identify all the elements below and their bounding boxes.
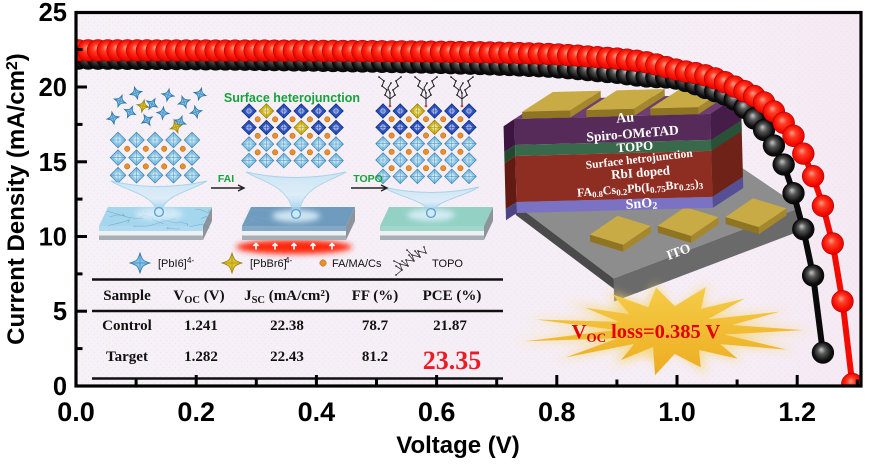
svg-text:23.35: 23.35 <box>423 346 482 375</box>
svg-text:TOPO: TOPO <box>432 258 463 270</box>
svg-text:1.282: 1.282 <box>184 349 218 365</box>
svg-text:4-: 4- <box>187 256 194 265</box>
svg-text:0: 0 <box>53 373 67 401</box>
svg-text:0.2: 0.2 <box>177 397 215 427</box>
svg-text:TOPO: TOPO <box>353 173 383 185</box>
svg-text:RbI doped: RbI doped <box>611 162 672 182</box>
svg-text:20: 20 <box>39 74 67 102</box>
svg-text:FAI: FAI <box>218 173 234 185</box>
svg-text:Surface heterojunction: Surface heterojunction <box>224 91 360 105</box>
svg-text:Spiro-OMeTAD: Spiro-OMeTAD <box>586 122 680 144</box>
svg-text:Au: Au <box>616 110 635 126</box>
svg-text:FA/MA/Cs: FA/MA/Cs <box>332 258 382 270</box>
svg-text:SnO2: SnO2 <box>625 196 658 214</box>
svg-text:5: 5 <box>53 298 67 326</box>
svg-text:78.7: 78.7 <box>362 318 389 334</box>
svg-text:0.0: 0.0 <box>57 397 95 427</box>
svg-text:JSC (mA/cm²): JSC (mA/cm²) <box>244 288 330 306</box>
svg-text:1.241: 1.241 <box>184 318 218 334</box>
svg-text:Target: Target <box>106 349 148 365</box>
svg-text:0.6: 0.6 <box>418 397 456 427</box>
svg-text:22.43: 22.43 <box>270 349 304 365</box>
svg-text:0.4: 0.4 <box>298 397 336 427</box>
svg-text:81.2: 81.2 <box>362 349 388 365</box>
svg-text:4-: 4- <box>285 256 292 265</box>
svg-text:PCE (%): PCE (%) <box>423 288 482 304</box>
svg-text:[PbI6]: [PbI6] <box>158 258 187 270</box>
svg-text:Current Density (mA/cm2): Current Density (mA/cm2) <box>3 53 30 345</box>
svg-text:10: 10 <box>39 224 67 252</box>
svg-text:25: 25 <box>39 0 67 27</box>
svg-text:FF (%): FF (%) <box>352 288 399 304</box>
svg-text:15: 15 <box>39 149 67 177</box>
svg-text:Sample: Sample <box>103 288 151 304</box>
svg-text:1.2: 1.2 <box>778 397 816 427</box>
svg-text:[PbBr6]: [PbBr6] <box>250 258 287 270</box>
svg-text:21.87: 21.87 <box>433 318 467 334</box>
svg-text:TOPO: TOPO <box>616 137 654 155</box>
svg-text:1.0: 1.0 <box>658 397 696 427</box>
svg-text:0.8: 0.8 <box>538 397 576 427</box>
svg-text:22.38: 22.38 <box>270 318 304 334</box>
svg-text:Voltage (V): Voltage (V) <box>396 432 520 459</box>
svg-text:Control: Control <box>102 318 152 334</box>
